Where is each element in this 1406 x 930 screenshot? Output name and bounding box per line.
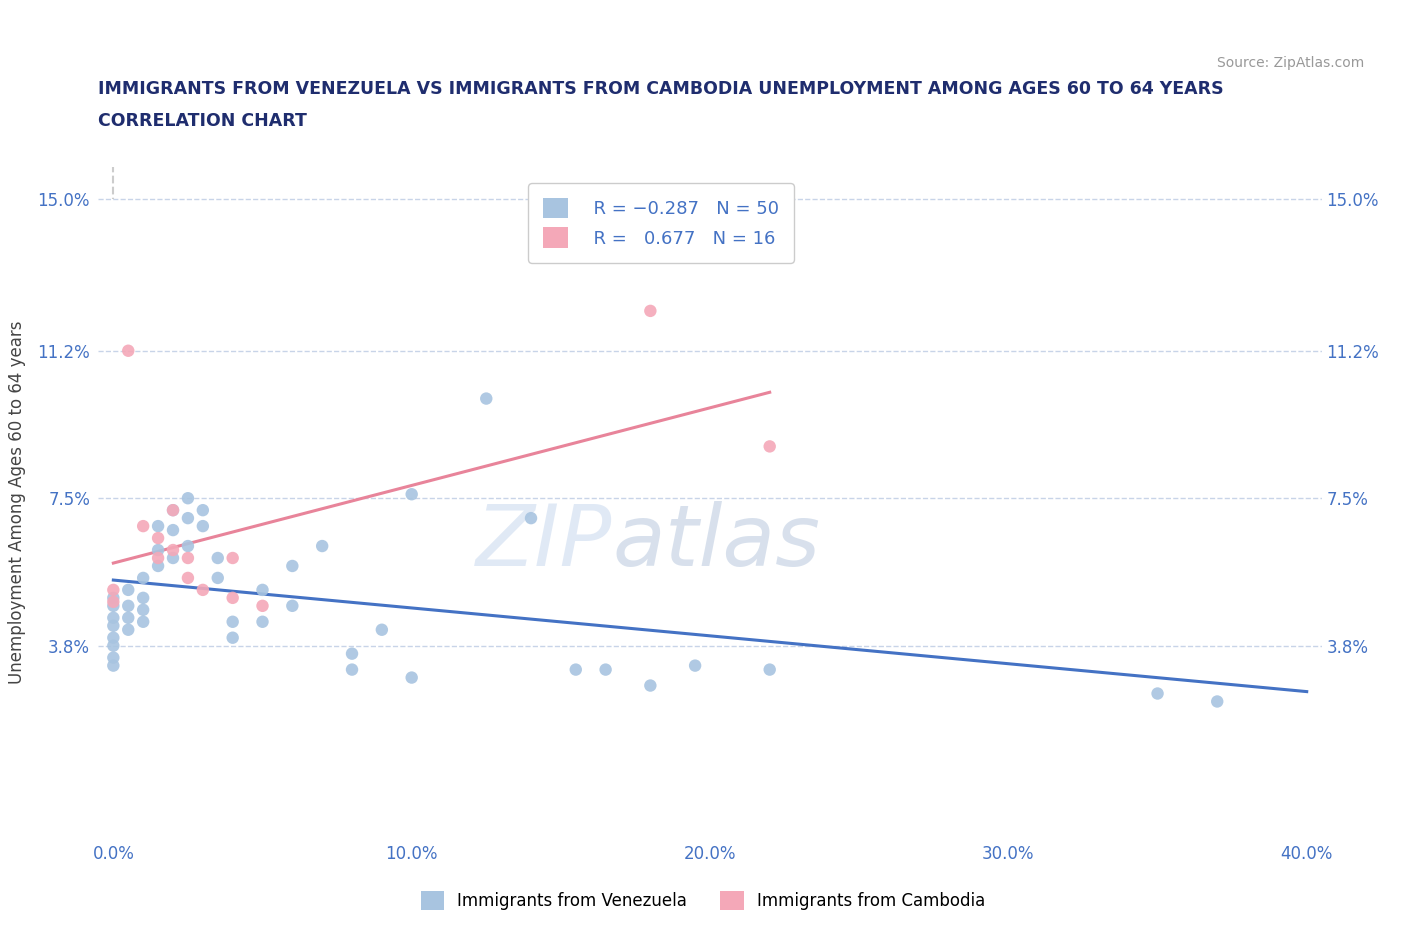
Point xyxy=(117,598,139,613)
Point xyxy=(221,551,243,565)
Point xyxy=(177,551,200,565)
Point xyxy=(401,671,423,685)
Point xyxy=(177,511,200,525)
Point xyxy=(132,615,155,630)
Point xyxy=(191,582,214,597)
Point xyxy=(162,523,184,538)
Point xyxy=(1206,694,1229,709)
Point xyxy=(103,658,125,673)
Point xyxy=(177,570,200,585)
Point xyxy=(640,678,662,693)
Point xyxy=(117,343,139,358)
Point xyxy=(177,491,200,506)
Point xyxy=(683,658,706,673)
Text: IMMIGRANTS FROM VENEZUELA VS IMMIGRANTS FROM CAMBODIA UNEMPLOYMENT AMONG AGES 60: IMMIGRANTS FROM VENEZUELA VS IMMIGRANTS … xyxy=(98,80,1225,98)
Point xyxy=(565,662,588,677)
Point xyxy=(132,519,155,534)
Text: Source: ZipAtlas.com: Source: ZipAtlas.com xyxy=(1216,56,1364,70)
Point xyxy=(103,638,125,653)
Point xyxy=(146,531,169,546)
Point xyxy=(475,392,498,406)
Text: CORRELATION CHART: CORRELATION CHART xyxy=(98,113,308,130)
Point xyxy=(1146,686,1168,701)
Point xyxy=(207,551,229,565)
Text: atlas: atlas xyxy=(612,501,820,584)
Point xyxy=(162,542,184,557)
Point xyxy=(146,551,169,565)
Point xyxy=(103,582,125,597)
Point xyxy=(371,622,394,637)
Point xyxy=(401,486,423,501)
Point xyxy=(103,598,125,613)
Point xyxy=(252,598,274,613)
Point xyxy=(221,591,243,605)
Point xyxy=(311,538,333,553)
Point xyxy=(103,650,125,665)
Point xyxy=(191,503,214,518)
Point xyxy=(191,519,214,534)
Point xyxy=(520,511,543,525)
Point xyxy=(207,570,229,585)
Legend:   R = −0.287   N = 50,   R =   0.677   N = 16: R = −0.287 N = 50, R = 0.677 N = 16 xyxy=(529,183,794,263)
Point xyxy=(340,662,363,677)
Legend: Immigrants from Venezuela, Immigrants from Cambodia: Immigrants from Venezuela, Immigrants fr… xyxy=(413,884,993,917)
Point xyxy=(103,594,125,609)
Point xyxy=(640,303,662,318)
Point xyxy=(117,582,139,597)
Point xyxy=(281,598,304,613)
Point xyxy=(103,591,125,605)
Point xyxy=(221,615,243,630)
Point xyxy=(595,662,617,677)
Point xyxy=(340,646,363,661)
Point xyxy=(281,559,304,574)
Point xyxy=(132,591,155,605)
Point xyxy=(177,538,200,553)
Point xyxy=(221,631,243,645)
Text: ZIP: ZIP xyxy=(475,501,612,584)
Point xyxy=(162,551,184,565)
Point xyxy=(146,519,169,534)
Point xyxy=(117,622,139,637)
Point xyxy=(146,559,169,574)
Point xyxy=(103,618,125,633)
Point xyxy=(103,610,125,625)
Y-axis label: Unemployment Among Ages 60 to 64 years: Unemployment Among Ages 60 to 64 years xyxy=(8,321,27,684)
Point xyxy=(146,542,169,557)
Point xyxy=(758,662,780,677)
Point xyxy=(132,603,155,618)
Point xyxy=(252,615,274,630)
Point xyxy=(162,503,184,518)
Point xyxy=(252,582,274,597)
Point xyxy=(132,570,155,585)
Point xyxy=(117,610,139,625)
Point xyxy=(103,631,125,645)
Point xyxy=(162,503,184,518)
Point xyxy=(758,439,780,454)
